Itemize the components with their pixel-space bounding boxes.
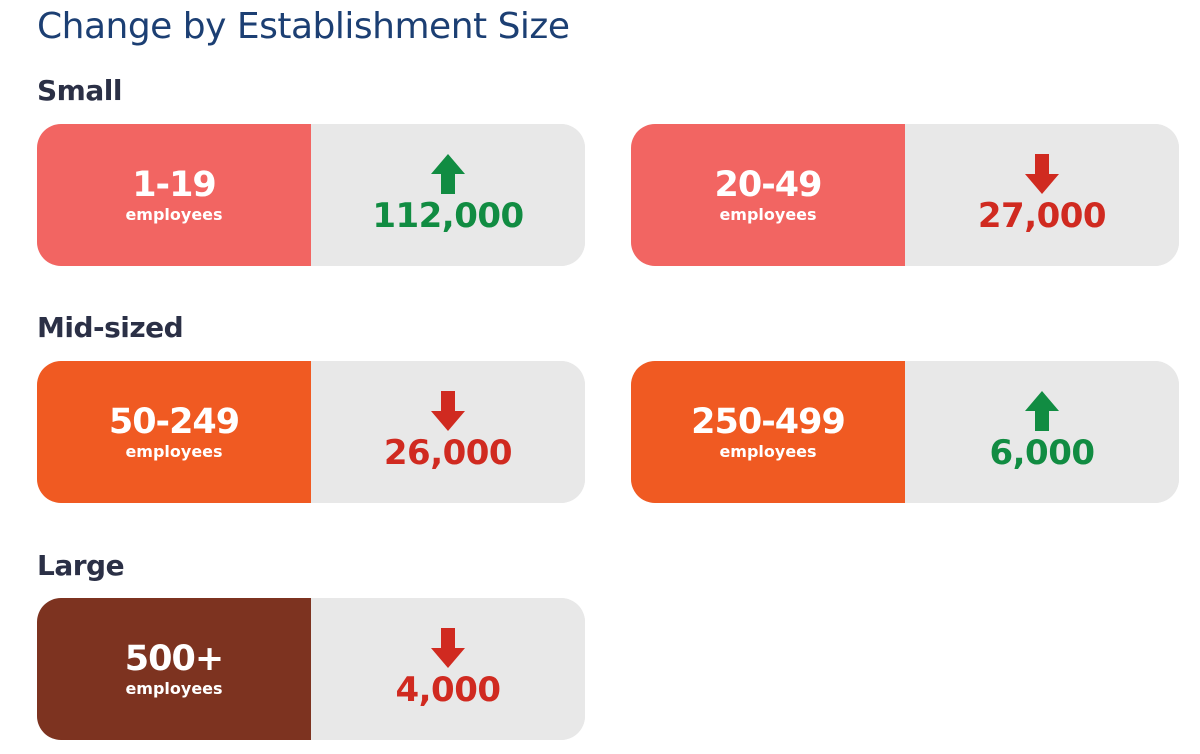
size-unit: employees	[719, 442, 817, 461]
size-range: 500+	[124, 639, 224, 679]
arrow-up-icon	[431, 154, 465, 194]
change-value: 27,000	[977, 196, 1107, 236]
change-value: 4,000	[395, 670, 501, 710]
size-unit: employees	[719, 205, 817, 224]
size-card-1-19: 1-19 employees 112,000	[37, 124, 585, 266]
group-heading-mid-sized: Mid-sized	[37, 311, 184, 344]
size-unit: employees	[125, 679, 223, 698]
change-panel: 27,000	[905, 124, 1179, 266]
size-range: 250-499	[691, 402, 846, 442]
size-label-panel: 50-249 employees	[37, 361, 311, 503]
size-card-500-plus: 500+ employees 4,000	[37, 598, 585, 740]
change-panel: 26,000	[311, 361, 585, 503]
page-title: Change by Establishment Size	[37, 6, 570, 47]
size-unit: employees	[125, 205, 223, 224]
size-label-panel: 250-499 employees	[631, 361, 905, 503]
size-range: 1-19	[132, 165, 217, 205]
change-panel: 112,000	[311, 124, 585, 266]
arrow-down-icon	[431, 391, 465, 431]
change-value: 6,000	[989, 433, 1095, 473]
size-range: 20-49	[714, 165, 823, 205]
size-unit: employees	[125, 442, 223, 461]
change-value: 112,000	[372, 196, 524, 236]
size-label-panel: 20-49 employees	[631, 124, 905, 266]
arrow-down-icon	[1025, 154, 1059, 194]
change-value: 26,000	[383, 433, 513, 473]
size-card-250-499: 250-499 employees 6,000	[631, 361, 1179, 503]
group-heading-large: Large	[37, 549, 125, 582]
size-card-20-49: 20-49 employees 27,000	[631, 124, 1179, 266]
size-label-panel: 1-19 employees	[37, 124, 311, 266]
arrow-up-icon	[1025, 391, 1059, 431]
group-heading-small: Small	[37, 74, 122, 107]
change-panel: 6,000	[905, 361, 1179, 503]
size-label-panel: 500+ employees	[37, 598, 311, 740]
arrow-down-icon	[431, 628, 465, 668]
size-range: 50-249	[108, 402, 240, 442]
change-panel: 4,000	[311, 598, 585, 740]
size-card-50-249: 50-249 employees 26,000	[37, 361, 585, 503]
